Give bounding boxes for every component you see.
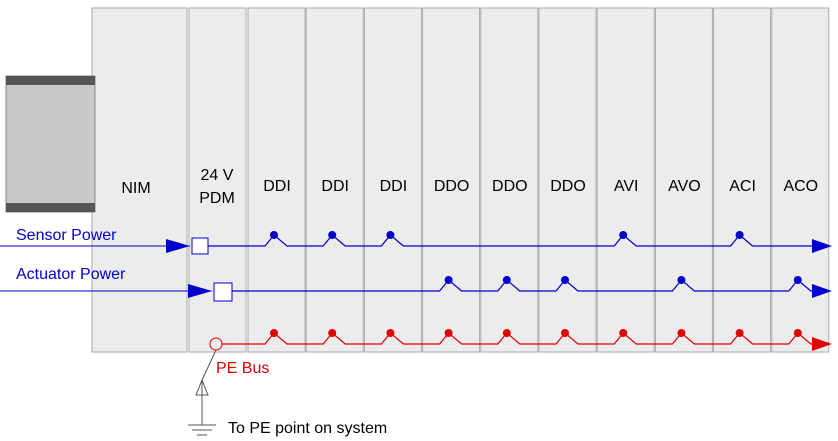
tap-dot	[561, 276, 569, 284]
module-label: DDO	[492, 178, 528, 195]
module	[305, 7, 364, 353]
ground-symbol	[188, 349, 217, 436]
tap-dot	[735, 329, 744, 337]
tap-dot	[386, 231, 395, 239]
connector	[5, 75, 96, 213]
tap-dot	[328, 231, 337, 239]
module-label: ACI	[729, 178, 756, 195]
module	[247, 7, 306, 353]
tap-dot	[677, 329, 686, 337]
module-label: DDO	[434, 178, 470, 195]
terminal	[191, 237, 209, 255]
module-label: PDM	[199, 190, 235, 207]
tap-dot	[444, 329, 453, 337]
module	[596, 7, 655, 353]
tap-dot	[735, 231, 744, 239]
sensor-power-label: Sensor Power	[16, 227, 117, 244]
module	[538, 7, 597, 353]
module	[480, 7, 539, 353]
tap-dot	[502, 276, 511, 284]
module-label: AVO	[668, 178, 701, 195]
tap-dot	[793, 329, 802, 337]
module	[422, 7, 481, 353]
tap-dot	[270, 231, 278, 239]
wires	[0, 231, 832, 351]
actuator-power-label: Actuator Power	[16, 266, 126, 283]
module-label: DDI	[380, 178, 408, 195]
pe-bus-label: PE Bus	[216, 360, 269, 377]
ground-symbol	[195, 378, 209, 396]
connector-edge	[6, 76, 95, 85]
terminal	[213, 282, 233, 302]
arrow	[812, 337, 832, 351]
arrow	[166, 239, 190, 253]
tap-dot	[502, 329, 511, 337]
module	[91, 7, 188, 353]
tap-dot	[270, 329, 278, 337]
module-label: DDI	[321, 178, 349, 195]
tap-dot	[386, 329, 395, 337]
arrow	[188, 284, 212, 298]
arrow	[812, 284, 832, 298]
module	[713, 7, 772, 353]
ground-note: To PE point on system	[228, 420, 387, 437]
connector-edge	[6, 203, 95, 212]
tap-dot	[328, 329, 337, 337]
module-label: ACO	[783, 178, 818, 195]
arrow	[812, 239, 832, 253]
tap-dot	[793, 276, 802, 284]
module	[654, 7, 713, 353]
module-label: NIM	[121, 180, 150, 197]
module-label: DDI	[263, 178, 291, 195]
tap-dot	[677, 276, 686, 284]
module-label: 24 V	[201, 167, 234, 184]
tap-dot	[619, 231, 628, 239]
module	[363, 7, 422, 353]
module-label: DDO	[550, 178, 586, 195]
tap-dot	[444, 276, 453, 284]
tap-dot	[561, 329, 569, 337]
module-label: AVI	[614, 178, 639, 195]
tap-dot	[619, 329, 628, 337]
